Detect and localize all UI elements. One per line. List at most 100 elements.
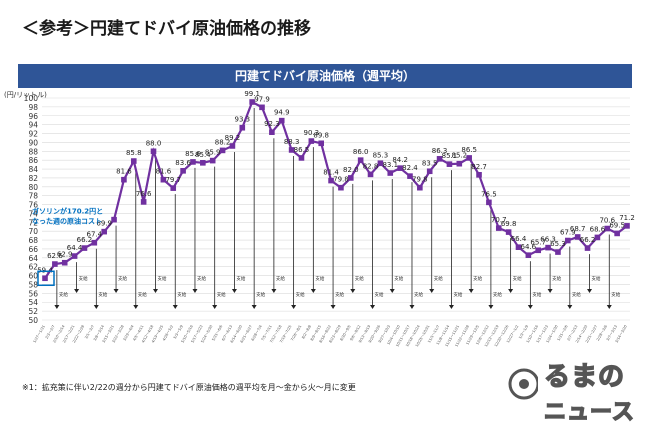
subsidy-label: 支給 [118, 275, 127, 282]
price-marker [614, 230, 620, 237]
price-marker [121, 176, 127, 183]
price-marker [209, 157, 216, 164]
data-label: 82.8 [363, 162, 379, 170]
data-label: 85.2 [452, 152, 468, 160]
data-label: 90.3 [304, 129, 320, 137]
data-label: 67.4 [87, 231, 103, 239]
data-label: 68.6 [590, 225, 606, 233]
x-tick-label: 2/3〜2/7 [45, 325, 56, 340]
data-label: 89.8 [313, 131, 329, 139]
data-label: 67.9 [560, 229, 576, 237]
subsidy-label: 支給 [197, 275, 206, 282]
price-marker [377, 160, 384, 167]
data-label: 85.8 [126, 149, 142, 157]
y-tick-label: 72 [28, 218, 38, 227]
arrow-head-icon [310, 289, 316, 293]
data-label: 99.1 [244, 90, 260, 98]
y-tick-label: 58 [28, 280, 38, 289]
oil-price-line-chart: 5052545658606264666870727476788082848688… [4, 90, 635, 348]
data-label: 69.5 [609, 221, 625, 229]
data-label: 81.6 [156, 168, 172, 176]
price-marker [436, 156, 443, 162]
data-label: 83.5 [422, 159, 438, 167]
y-tick-label: 62 [28, 263, 38, 272]
price-marker [42, 275, 48, 282]
subsidy-label: 支給 [414, 291, 423, 298]
data-label: 76.5 [481, 190, 497, 198]
subsidy-label: 支給 [355, 275, 364, 282]
price-marker [140, 199, 147, 205]
price-marker [288, 147, 295, 153]
subsidy-arrows: 支給支給支給支給支給支給支給支給支給支給支給支給支給支給支給支給支給支給支給支給… [54, 107, 621, 309]
data-label: 92.3 [264, 120, 280, 128]
data-label: 82.7 [471, 163, 487, 171]
price-marker [525, 252, 532, 258]
data-label: 62.9 [57, 251, 73, 259]
data-label: 79.7 [165, 176, 181, 184]
price-marker [170, 185, 177, 191]
price-marker [505, 229, 512, 235]
data-label: 64.6 [521, 243, 537, 251]
data-label: 66.4 [511, 235, 527, 243]
page-heading: ＜参考＞円建てドバイ原油価格の推移 [22, 19, 311, 39]
y-tick-label: 56 [28, 289, 38, 298]
data-label: 62.6 [47, 252, 63, 260]
logo-text-top: るまの [543, 361, 626, 393]
price-marker [495, 225, 502, 231]
price-marker [367, 171, 374, 178]
arrow-head-icon [527, 305, 533, 309]
price-marker [476, 172, 482, 178]
y-tick-label: 92 [28, 130, 38, 139]
data-label: 70.7 [491, 216, 507, 224]
arrow-head-icon [113, 289, 119, 293]
price-marker [239, 124, 246, 131]
subsidy-label: 支給 [236, 275, 245, 282]
arrow-head-icon [54, 305, 60, 309]
price-marker [190, 159, 196, 165]
price-marker [545, 244, 551, 251]
y-tick-label: 82 [28, 174, 38, 183]
data-label: 69.8 [501, 220, 517, 228]
price-marker [249, 99, 255, 105]
arrow-head-icon [547, 289, 553, 293]
x-tick-label: 1/27〜1/31 [33, 325, 46, 344]
price-marker [71, 253, 78, 259]
subsidy-label: 支給 [256, 291, 265, 298]
price-marker [446, 161, 453, 167]
data-label: 86.5 [461, 146, 477, 154]
price-marker [101, 228, 107, 235]
y-tick-label: 96 [28, 112, 38, 121]
arrow-head-icon [291, 305, 297, 309]
data-label: 66.2 [77, 236, 93, 244]
subsidy-label: 支給 [532, 291, 541, 298]
data-labels: 59.462.662.964.466.267.469.981.685.876.6… [37, 90, 635, 274]
arrow-head-icon [370, 305, 376, 309]
data-label: 88.3 [284, 138, 300, 146]
data-label: 89.2 [225, 134, 241, 142]
price-marker [604, 225, 611, 232]
price-marker [61, 259, 68, 266]
arrow-head-icon [567, 305, 573, 309]
price-marker [308, 138, 315, 144]
callout-text: なった週の原油コスト [32, 216, 102, 225]
price-marker [565, 237, 571, 244]
data-label: 86.0 [353, 148, 369, 156]
arrow-head-icon [389, 289, 395, 293]
price-marker [594, 234, 601, 241]
price-marker [426, 168, 433, 175]
arrow-head-icon [212, 305, 218, 309]
price-marker [397, 165, 403, 171]
data-label: 83.1 [382, 161, 398, 169]
data-label: 59.4 [37, 266, 53, 274]
subsidy-label: 支給 [375, 291, 384, 298]
arrow-head-icon [133, 305, 139, 309]
arrow-head-icon [153, 289, 159, 293]
price-marker [160, 176, 167, 183]
data-label: 88.2 [215, 138, 231, 146]
data-label: 85.6 [185, 150, 201, 158]
data-label: 79.8 [412, 176, 428, 184]
price-marker [535, 247, 542, 254]
price-marker [269, 129, 275, 135]
price-marker [150, 148, 157, 155]
arrow-head-icon [429, 289, 435, 293]
